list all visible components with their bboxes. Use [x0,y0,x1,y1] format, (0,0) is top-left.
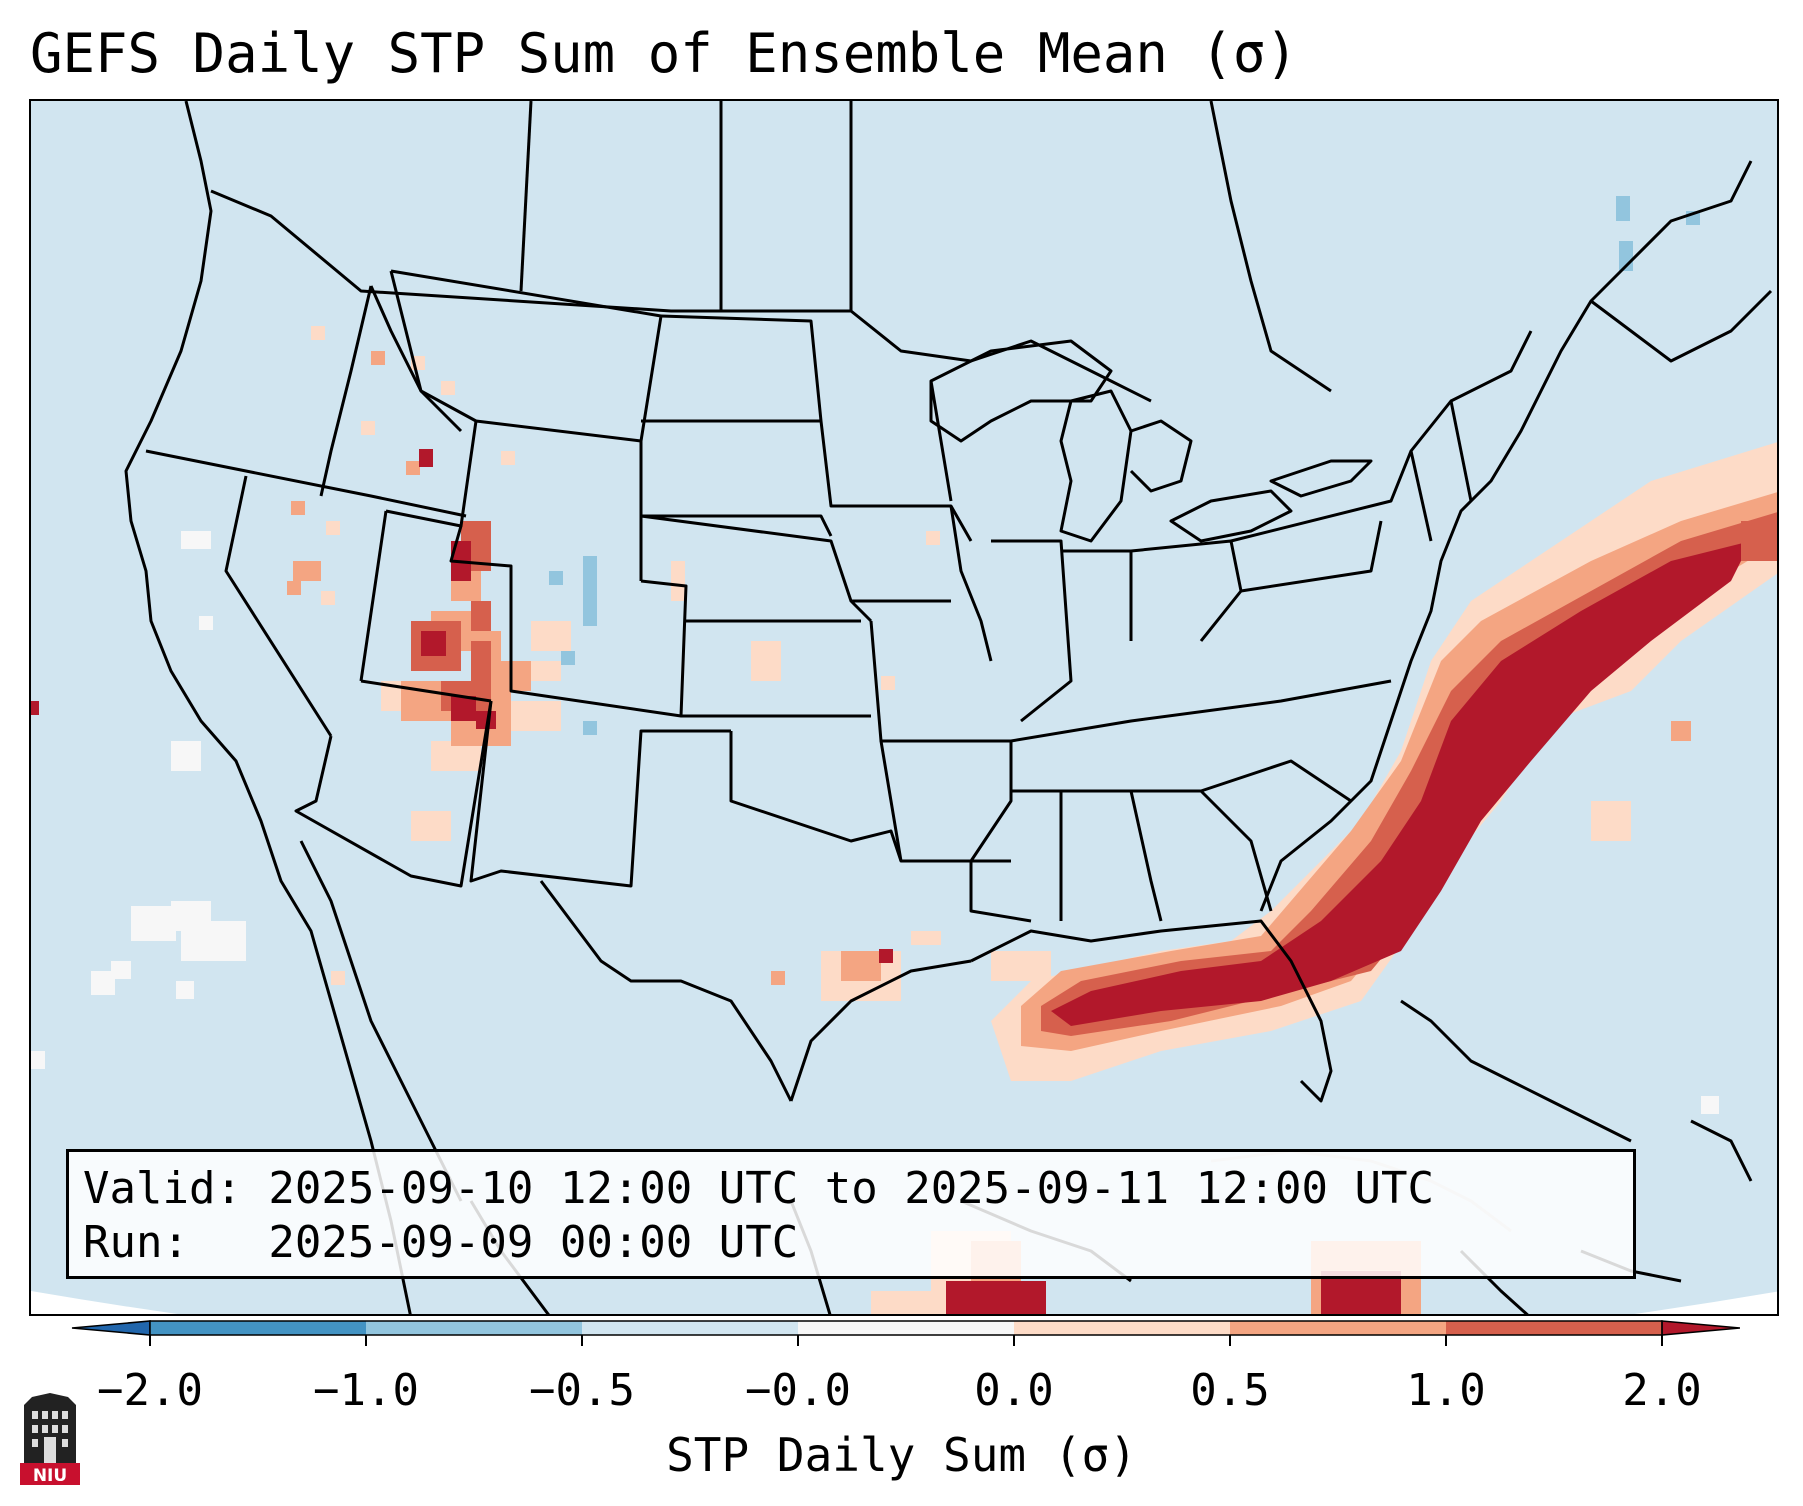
colorbar-label: STP Daily Sum (σ) [666,1428,1137,1482]
colorbar-bin-6 [1230,1321,1446,1335]
valid-time-text: Valid: 2025-09-10 12:00 UTC to 2025-09-1… [83,1163,1435,1214]
colorbar-bin-3 [582,1321,798,1335]
colorbar-tick-label: −2.0 [97,1365,203,1416]
map-title: GEFS Daily STP Sum of Ensemble Mean (σ) [30,22,1298,85]
colorbar-bin-7 [1446,1321,1662,1335]
colorbar-tick-label: −0.0 [745,1365,851,1416]
colorbar-tick-label: −1.0 [313,1365,419,1416]
colorbar-over-arrow [1661,1320,1740,1336]
map-domain [31,101,1777,1314]
positive-cells-texas-coast [821,931,1051,1001]
run-time-text: Run: 2025-09-09 00:00 UTC [83,1217,799,1268]
colorbar [71,1320,1740,1346]
niu-logo-text: NIU [33,1466,67,1485]
neutral-patches [31,531,1719,1114]
colorbar-tick-label: 1.0 [1406,1365,1486,1416]
colorbar-tick-label: −0.5 [529,1365,635,1416]
colorbar-bin-2 [366,1321,582,1335]
colorbar-tick-label: 0.0 [974,1365,1054,1416]
colorbar-bin-4 [798,1321,1014,1335]
map-panel [29,99,1779,1316]
map-canvas [31,101,1777,1314]
valid-run-info-box: Valid: 2025-09-10 12:00 UTC to 2025-09-1… [66,1149,1636,1279]
colorbar-tick-label: 0.5 [1190,1365,1270,1416]
colorbar-under-arrow [71,1320,151,1336]
colorbar-bin-1 [150,1321,366,1335]
colorbar-bin-5 [1014,1321,1230,1335]
political-borders [124,101,1773,1314]
niu-logo-icon: NIU [20,1393,80,1485]
colorbar-tick-label: 2.0 [1622,1365,1702,1416]
